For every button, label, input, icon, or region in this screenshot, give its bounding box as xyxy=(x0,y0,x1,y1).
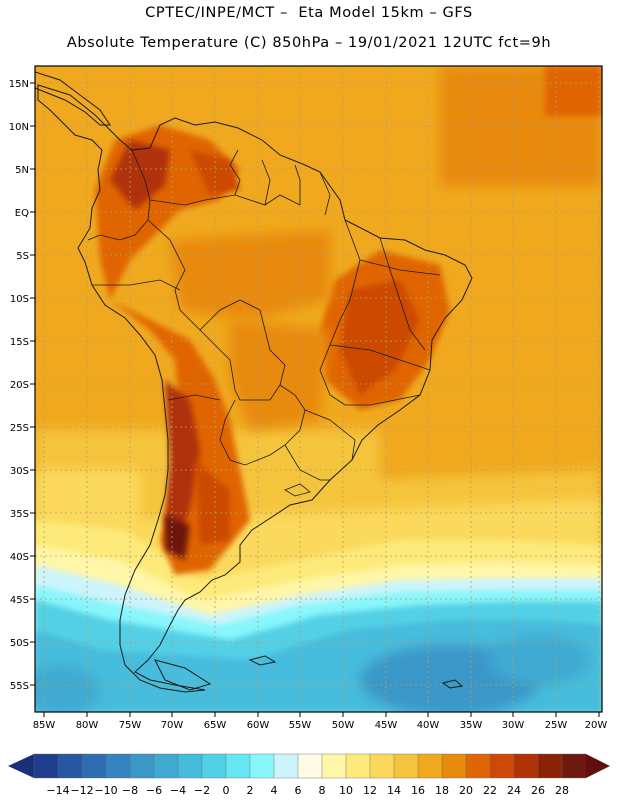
colorbar-box xyxy=(489,753,515,779)
colorbar-box xyxy=(345,753,371,779)
colorbar-label: 2 xyxy=(247,784,254,797)
colorbar-label: −6 xyxy=(146,784,162,797)
colorbar-label: 20 xyxy=(459,784,473,797)
lat-label: 35S xyxy=(10,509,29,520)
lon-label: 40W xyxy=(417,720,440,731)
lat-label: 30S xyxy=(10,466,29,477)
lon-label: 45W xyxy=(375,720,398,731)
colorbar-label: −2 xyxy=(194,784,210,797)
colorbar-label: 28 xyxy=(555,784,569,797)
lat-label: 40S xyxy=(10,552,29,563)
lat-label: 20S xyxy=(10,380,29,391)
colorbar-box xyxy=(129,753,155,779)
colorbar-box xyxy=(153,753,179,779)
colorbar-box xyxy=(81,753,107,779)
lat-label: EQ xyxy=(15,208,29,219)
lon-label: 35W xyxy=(460,720,483,731)
colorbar-box xyxy=(225,753,251,779)
colorbar-label: 8 xyxy=(319,784,326,797)
colorbar-box xyxy=(321,753,347,779)
colorbar-box xyxy=(561,753,587,779)
colorbar-box xyxy=(57,753,83,779)
longitude-labels: 85W 80W 75W 70W 65W 60W 55W 50W 45W 40W … xyxy=(33,720,608,731)
colorbar-box xyxy=(369,753,395,779)
lon-label: 75W xyxy=(119,720,142,731)
colorbar-label: 18 xyxy=(435,784,449,797)
lon-label: 80W xyxy=(76,720,99,731)
lat-label: 10N xyxy=(9,122,29,133)
lon-label: 60W xyxy=(247,720,270,731)
lon-label: 20W xyxy=(585,720,608,731)
colorbar-label: −10 xyxy=(94,784,117,797)
colorbar-label: −8 xyxy=(122,784,138,797)
colorbar-label: 12 xyxy=(363,784,377,797)
temperature-field xyxy=(35,66,602,712)
colorbar-label: 24 xyxy=(507,784,521,797)
lon-label: 70W xyxy=(161,720,184,731)
colorbar-label: 0 xyxy=(223,784,230,797)
colorbar-label: 6 xyxy=(295,784,302,797)
colorbar-box xyxy=(417,753,443,779)
colorbar-box xyxy=(105,753,131,779)
lat-label: 15N xyxy=(9,79,29,90)
colorbar-label: 14 xyxy=(387,784,401,797)
lat-label: 10S xyxy=(10,294,29,305)
map-frame xyxy=(34,65,603,713)
colorbar: −14 −12 −10 −8 −6 −4 −2 0 2 4 6 8 10 12 14 16 18 20 22 24 26… xyxy=(8,753,610,797)
colorbar-box xyxy=(537,753,563,779)
colorbar-box xyxy=(201,753,227,779)
colorbar-label: −12 xyxy=(70,784,93,797)
colorbar-box xyxy=(249,753,275,779)
lon-label: 25W xyxy=(545,720,568,731)
south-america-coastline xyxy=(37,84,473,693)
colorbar-box xyxy=(513,753,539,779)
colorbar-box xyxy=(441,753,467,779)
latitude-labels: 15N 10N 5N EQ 5S 10S 15S 20S 25S 30S 35S… xyxy=(9,79,29,692)
axis-ticks xyxy=(30,82,600,717)
colorbar-box xyxy=(465,753,491,779)
colorbar-label: 4 xyxy=(271,784,278,797)
lat-label: 5S xyxy=(16,251,29,262)
colorbar-box xyxy=(273,753,299,779)
colorbar-box xyxy=(297,753,323,779)
lon-label: 85W xyxy=(33,720,56,731)
colorbar-label: 22 xyxy=(483,784,497,797)
colorbar-label: 26 xyxy=(531,784,545,797)
lat-label: 15S xyxy=(10,337,29,348)
colorbar-label: −14 xyxy=(46,784,69,797)
lat-label: 50S xyxy=(10,638,29,649)
lon-label: 50W xyxy=(332,720,355,731)
colorbar-labels: −14 −12 −10 −8 −6 −4 −2 0 2 4 6 8 10 12 14 16 18 20 22 24 26… xyxy=(46,784,569,797)
colorbar-low-arrow xyxy=(8,754,34,778)
colorbar-label: 10 xyxy=(339,784,353,797)
lon-label: 65W xyxy=(204,720,227,731)
chart-title-line-2: Absolute Temperature (C) 850hPa – 19/01/… xyxy=(66,35,552,51)
country-borders xyxy=(87,149,441,481)
colorbar-box xyxy=(393,753,419,779)
lat-label: 5N xyxy=(15,165,29,176)
colorbar-label: 16 xyxy=(411,784,425,797)
colorbar-label: −4 xyxy=(170,784,186,797)
lat-label: 55S xyxy=(10,681,29,692)
lat-label: 25S xyxy=(10,423,29,434)
lon-label: 55W xyxy=(289,720,312,731)
colorbar-box xyxy=(177,753,203,779)
chart-title-line-1: CPTEC/INPE/MCT – Eta Model 15km – GFS xyxy=(145,5,473,21)
lon-label: 30W xyxy=(502,720,525,731)
colorbar-high-arrow xyxy=(586,754,610,778)
colorbar-box xyxy=(33,753,59,779)
lat-label: 45S xyxy=(10,595,29,606)
colorbar-boxes xyxy=(33,753,587,779)
